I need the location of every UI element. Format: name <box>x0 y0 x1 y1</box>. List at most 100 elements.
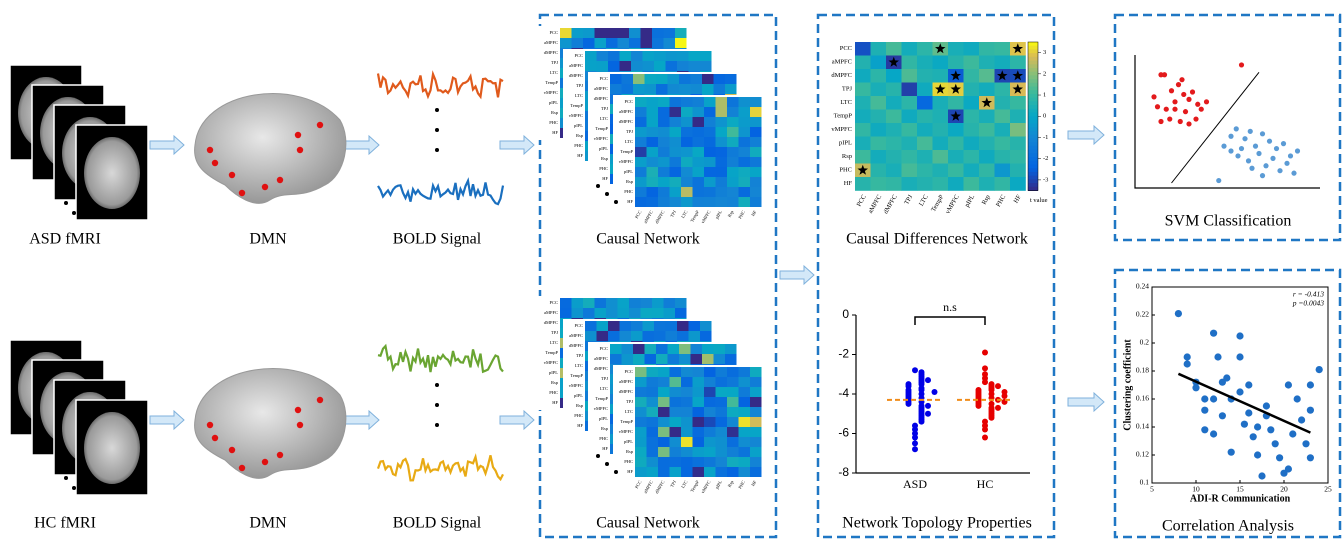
roi <box>239 465 245 471</box>
mini-cell <box>670 387 682 397</box>
data-point <box>1219 412 1226 419</box>
mini-cell <box>716 97 728 107</box>
caption: HC fMRI <box>34 515 96 532</box>
colorbar-step <box>1028 157 1038 161</box>
colorbar-label: 2 <box>1043 70 1046 77</box>
mini-cell <box>739 367 751 377</box>
colorbar-step <box>1028 168 1038 172</box>
mini-region-label: PHC <box>737 210 746 220</box>
mini-cell <box>560 38 572 48</box>
mini-cell <box>704 377 716 387</box>
mini-region-label: PCC <box>574 53 583 58</box>
data-point <box>912 446 918 452</box>
mini-region-label: dMPFC <box>569 343 583 348</box>
mini-region-label: PHC <box>599 166 608 171</box>
region-label: PCC <box>856 194 868 208</box>
data-point <box>1242 136 1247 141</box>
mini-cell <box>716 107 728 117</box>
colorbar-step <box>1028 153 1038 157</box>
heatmap-cell <box>995 110 1011 124</box>
heatmap-cell <box>979 177 995 191</box>
mini-region-label: aMPFC <box>619 109 633 114</box>
mini-cell <box>727 437 739 447</box>
mini-cell <box>647 387 659 397</box>
mini-region-label: PCC <box>624 99 633 104</box>
mini-cell <box>647 137 659 147</box>
heatmap-cell <box>917 56 933 70</box>
mini-region-label: TPJ <box>551 330 558 335</box>
mini-cell <box>652 28 664 38</box>
mini-cell <box>739 187 751 197</box>
mini-cell <box>727 117 739 127</box>
roi <box>297 422 303 428</box>
mini-region-label: vMPFC <box>544 90 558 95</box>
mini-cell <box>693 127 705 137</box>
data-point <box>1186 97 1191 102</box>
roi <box>229 172 235 178</box>
mini-cell <box>585 321 597 331</box>
data-point <box>1277 168 1282 173</box>
mini-cell <box>658 127 670 137</box>
y-tick-label: 0.14 <box>1136 422 1149 431</box>
mini-cell <box>620 331 632 341</box>
dot <box>56 191 60 195</box>
mini-cell <box>693 427 705 437</box>
mini-cell <box>716 157 728 167</box>
mini-cell <box>675 298 687 308</box>
mini-region-label: PCC <box>549 30 558 35</box>
roi <box>262 184 268 190</box>
mini-cell <box>658 467 670 477</box>
mini-cell <box>670 117 682 127</box>
mini-region-label: pIPL <box>574 123 583 128</box>
mini-cell <box>585 331 597 341</box>
mini-cell <box>681 157 693 167</box>
mini-cell <box>635 187 647 197</box>
mini-region-label: dMPFC <box>544 50 558 55</box>
y-tick-label: 0.16 <box>1136 394 1149 403</box>
region-label: LTC <box>840 99 852 106</box>
mini-cell <box>739 107 751 117</box>
mini-cell <box>658 417 670 427</box>
colorbar-step <box>1028 83 1038 87</box>
heatmap-cell <box>933 110 949 124</box>
mini-cell <box>647 427 659 437</box>
mini-cell <box>693 457 705 467</box>
x-tick-label: ASD <box>903 477 927 491</box>
mini-cell <box>704 107 716 117</box>
mini-cell <box>658 177 670 187</box>
mini-cell <box>666 51 678 61</box>
heatmap-cell <box>917 42 933 56</box>
heatmap-cell <box>871 96 887 110</box>
mini-cell <box>727 187 739 197</box>
heatmap-cell <box>1010 123 1026 137</box>
mini-cell <box>714 344 726 354</box>
mini-region-label: PHC <box>737 480 746 490</box>
mini-region-label: Rsp <box>626 449 634 454</box>
mini-cell <box>727 177 739 187</box>
mini-cell <box>693 97 705 107</box>
data-point <box>1236 353 1243 360</box>
data-point <box>1239 146 1244 151</box>
mini-cell <box>670 167 682 177</box>
mini-cell <box>693 467 705 477</box>
heatmap-cell <box>964 177 980 191</box>
colorbar-step <box>1028 46 1038 50</box>
mini-region-label: TPJ <box>669 209 677 218</box>
arrow <box>500 136 534 154</box>
heatmap-cell <box>995 137 1011 151</box>
mini-cell <box>739 447 751 457</box>
region-label: Rsp <box>842 153 852 160</box>
dot <box>64 201 68 205</box>
mini-cell <box>727 377 739 387</box>
colorbar-step <box>1028 98 1038 102</box>
data-point <box>1234 126 1239 131</box>
mini-cell <box>704 397 716 407</box>
mini-cell <box>681 407 693 417</box>
data-point <box>1201 395 1208 402</box>
mini-cell <box>668 84 680 94</box>
colorbar-step <box>1028 183 1038 187</box>
heatmap-cell <box>995 83 1011 97</box>
data-point <box>1178 119 1183 124</box>
mini-cell <box>658 457 670 467</box>
caption: SVM Classification <box>1165 213 1292 230</box>
